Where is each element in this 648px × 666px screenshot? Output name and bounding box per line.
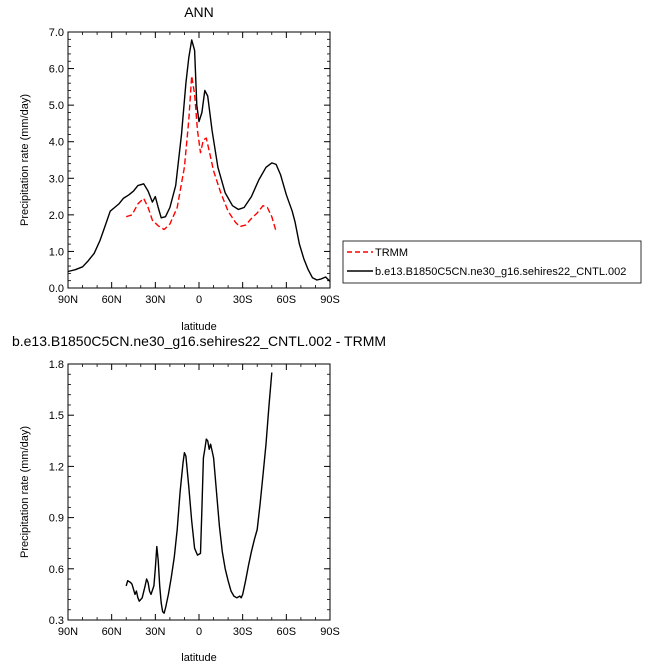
difference-chart: b.e13.B1850C5CN.ne30_g16.sehires22_CNTL.… bbox=[12, 333, 386, 664]
x-tick-label: 90S bbox=[320, 294, 340, 306]
legend-label-model: b.e13.B1850C5CN.ne30_g16.sehires22_CNTL.… bbox=[375, 266, 626, 278]
series-lines bbox=[67, 39, 331, 282]
legend-label-trmm: TRMM bbox=[375, 247, 408, 259]
y-tick-label: 1.8 bbox=[49, 359, 64, 371]
y-tick-label: 3.0 bbox=[49, 173, 64, 185]
model-series-line bbox=[67, 39, 331, 282]
x-axis-label: latitude bbox=[181, 321, 216, 333]
chart-title: ANN bbox=[184, 4, 214, 20]
y-axis: 0.0 1.0 2.0 3.0 4.0 5.0 6.0 7.0 bbox=[49, 27, 330, 295]
annual-precipitation-chart: ANN 0.0 1.0 2.0 3.0 4.0 5.0 6.0 7.0 90N 60N 30N 0 3… bbox=[19, 4, 340, 333]
x-tick-label: 60N bbox=[102, 294, 122, 306]
y-tick-label: 4.0 bbox=[49, 137, 64, 149]
trmm-series-line bbox=[125, 75, 277, 232]
x-tick-label: 60S bbox=[277, 294, 297, 306]
legend: TRMM b.e13.B1850C5CN.ne30_g16.sehires22_… bbox=[342, 240, 642, 284]
y-tick-label: 0.6 bbox=[49, 564, 64, 576]
x-tick-label: 60S bbox=[277, 626, 297, 638]
x-tick-label: 60N bbox=[102, 626, 122, 638]
chart-title: b.e13.B1850C5CN.ne30_g16.sehires22_CNTL.… bbox=[12, 333, 386, 349]
y-tick-label: 1.0 bbox=[49, 246, 64, 258]
x-tick-label: 90S bbox=[320, 626, 340, 638]
x-tick-label: 0 bbox=[196, 626, 202, 638]
y-axis-label: Precipitation rate (mm/day) bbox=[19, 94, 31, 226]
x-axis: 90N 60N 30N 0 30S 60S 90S bbox=[58, 364, 340, 638]
x-tick-label: 90N bbox=[58, 626, 78, 638]
y-axis-label: Precipitation rate (mm/day) bbox=[19, 426, 31, 558]
x-tick-label: 30N bbox=[145, 294, 165, 306]
x-axis: 90N 60N 30N 0 30S 60S 90S bbox=[58, 32, 340, 306]
x-tick-label: 30N bbox=[145, 626, 165, 638]
y-tick-label: 5.0 bbox=[49, 100, 64, 112]
x-tick-label: 90N bbox=[58, 294, 78, 306]
plot-frame bbox=[67, 31, 331, 289]
y-tick-label: 1.2 bbox=[49, 461, 64, 473]
difference-series-line bbox=[125, 372, 273, 614]
series-lines bbox=[125, 372, 273, 614]
x-axis-label: latitude bbox=[181, 652, 216, 664]
y-tick-label: 0.9 bbox=[49, 513, 64, 525]
x-tick-label: 0 bbox=[196, 294, 202, 306]
y-tick-label: 6.0 bbox=[49, 64, 64, 76]
y-tick-label: 0.0 bbox=[49, 283, 64, 295]
y-tick-label: 2.0 bbox=[49, 210, 64, 222]
x-tick-label: 30S bbox=[233, 294, 253, 306]
y-axis: 0.3 0.6 0.9 1.2 1.5 1.8 bbox=[49, 359, 330, 627]
x-tick-label: 30S bbox=[233, 626, 253, 638]
y-tick-label: 0.3 bbox=[49, 615, 64, 627]
y-tick-label: 7.0 bbox=[49, 27, 64, 39]
y-tick-label: 1.5 bbox=[49, 410, 64, 422]
plot-frame bbox=[67, 363, 331, 621]
legend-box bbox=[342, 240, 642, 284]
